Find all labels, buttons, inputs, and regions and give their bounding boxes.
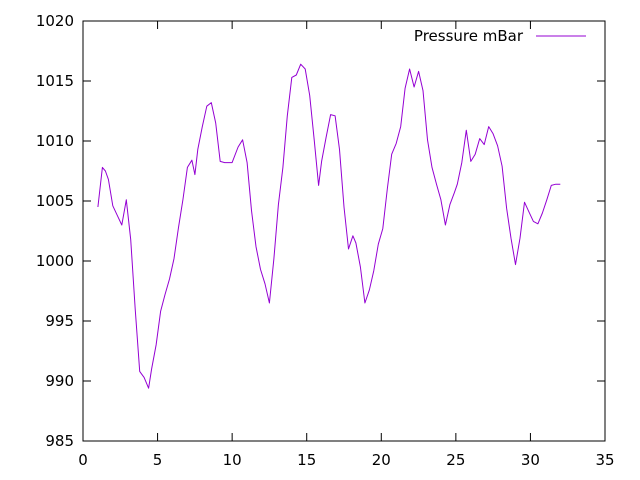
y-tick-label: 1020 xyxy=(36,12,74,30)
y-tick-label: 995 xyxy=(45,312,74,330)
series-layer xyxy=(97,63,561,389)
y-tick-label: 990 xyxy=(45,372,74,390)
legend: Pressure mBar xyxy=(414,27,586,45)
y-tick-label: 1010 xyxy=(36,132,74,150)
legend-label: Pressure mBar xyxy=(414,27,524,45)
ticks-layer: 0 5 10 15 20 25 30 3598599099510001005101010151… xyxy=(36,12,615,469)
x-tick-label: 25 xyxy=(446,451,465,469)
y-tick-label: 1000 xyxy=(36,252,74,270)
x-tick-label: 15 xyxy=(297,451,316,469)
x-tick-label: 10 xyxy=(223,451,242,469)
x-tick-label: 30 xyxy=(521,451,540,469)
x-tick-label: 20 xyxy=(372,451,391,469)
y-tick-label: 985 xyxy=(45,432,74,450)
x-tick-label: 5 xyxy=(153,451,163,469)
y-tick-label: 1015 xyxy=(36,72,74,90)
series-line-0 xyxy=(97,63,561,389)
y-tick-label: 1005 xyxy=(36,192,74,210)
plot-frame xyxy=(82,20,606,442)
x-tick-label: 35 xyxy=(595,451,614,469)
x-tick-label: 0 xyxy=(78,451,88,469)
